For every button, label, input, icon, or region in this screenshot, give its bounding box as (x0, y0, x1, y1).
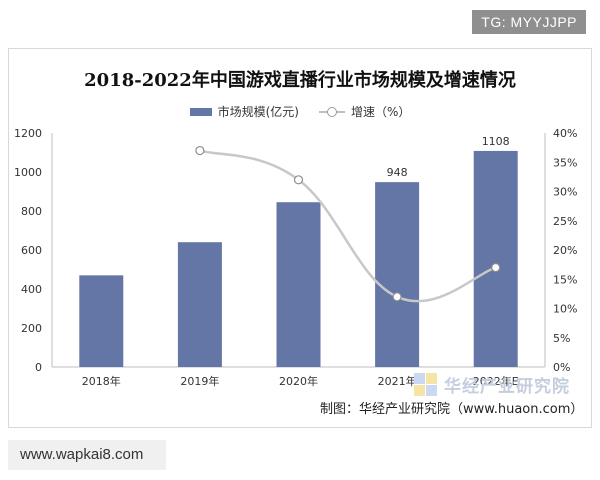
x-tick-label: 2022年E (473, 374, 519, 388)
chart-legend: 市场规模(亿元) 增速（%） (0, 103, 600, 120)
bar (375, 182, 420, 367)
y-tick-label: 1200 (14, 127, 42, 140)
y2-tick-label: 5% (553, 332, 570, 345)
footer-bar (8, 440, 166, 470)
x-tick-label: 2021年 (378, 374, 417, 388)
y-tick-label: 0 (35, 361, 42, 374)
legend-label-line: 增速（%） (350, 105, 411, 119)
growth-point (195, 145, 205, 156)
watermark-text: 华经产业研究院 (444, 377, 570, 397)
y2-tick-label: 25% (553, 215, 577, 228)
y-tick-label: 400 (21, 283, 42, 296)
legend-item-bar: 市场规模(亿元) (189, 103, 299, 120)
y2-tick-label: 30% (553, 186, 577, 199)
bar-data-label: 948 (387, 166, 408, 179)
footer-url: www.wapkai8.com (20, 446, 144, 463)
chart-title: 2018-2022年中国游戏直播行业市场规模及增速情况 (84, 70, 516, 91)
watermark-logo: 华经产业研究院 (414, 372, 570, 397)
y-tick-label: 200 (21, 322, 42, 335)
growth-line (199, 149, 497, 303)
bar (276, 202, 321, 367)
bar-data-label: 1108 (482, 135, 510, 148)
watermark-logo-icon (414, 372, 438, 397)
y-tick-label: 600 (21, 244, 42, 257)
y2-tick-label: 15% (553, 273, 577, 286)
legend-label-bar: 市场规模(亿元) (217, 105, 299, 119)
y-tick-label: 800 (21, 205, 42, 218)
legend-swatch-bar (189, 107, 212, 116)
x-tick-label: 2018年 (82, 374, 121, 388)
bar (473, 150, 518, 367)
y2-tick-label: 0% (553, 361, 570, 374)
legend-item-line: 增速（%） (318, 103, 411, 120)
x-tick-label: 2020年 (279, 374, 318, 388)
tg-badge: TG: MYYJJPP (472, 10, 586, 34)
x-tick-label: 2019年 (180, 374, 219, 388)
growth-point (293, 175, 304, 185)
growth-point (392, 292, 402, 302)
y2-tick-label: 10% (553, 303, 577, 316)
bar (79, 275, 124, 367)
y2-tick-label: 40% (553, 127, 577, 140)
y2-tick-label: 20% (553, 244, 577, 257)
y-tick-label: 1000 (14, 166, 42, 179)
y2-tick-label: 35% (553, 156, 577, 169)
bar (177, 242, 222, 367)
legend-swatch-line (318, 106, 345, 117)
growth-point (491, 262, 501, 273)
source-credit: 制图：华经产业研究院（www.huaon.com） (320, 402, 584, 417)
